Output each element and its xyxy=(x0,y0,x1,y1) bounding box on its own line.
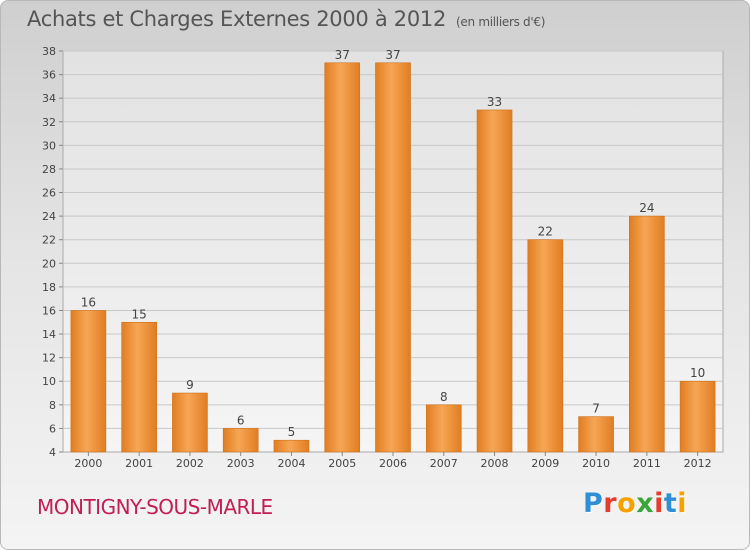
bar-value-label: 22 xyxy=(538,225,553,239)
x-tick-label: 2012 xyxy=(684,457,712,470)
x-tick-label: 2005 xyxy=(328,457,356,470)
x-tick-label: 2006 xyxy=(379,457,407,470)
y-tick-label: 34 xyxy=(42,92,56,105)
bar xyxy=(679,380,716,453)
bar xyxy=(222,428,259,453)
logo-letter: i xyxy=(654,488,664,519)
logo-letter: r xyxy=(603,488,618,519)
bar xyxy=(375,62,411,453)
x-axis-ticks: 2000 2001 2002 2003 2004 2005 2006 2007 2008 2009… xyxy=(74,452,712,470)
logo-letter: t xyxy=(663,488,678,519)
y-tick-label: 30 xyxy=(42,139,56,152)
y-tick-label: 4 xyxy=(49,446,56,459)
logo-letter: P xyxy=(583,488,604,519)
x-tick-label: 2007 xyxy=(430,457,458,470)
bar xyxy=(172,392,208,453)
bar xyxy=(121,321,157,453)
x-tick-label: 2002 xyxy=(176,457,204,470)
y-tick-label: 24 xyxy=(42,210,56,223)
y-tick-label: 10 xyxy=(42,375,56,388)
bar xyxy=(527,239,564,453)
proxiti-logo: Proxiti xyxy=(583,488,687,519)
x-tick-label: 2003 xyxy=(227,457,255,470)
chart-title: Achats et Charges Externes 2000 à 2012 (e… xyxy=(27,7,545,31)
x-tick-label: 2001 xyxy=(125,457,153,470)
y-tick-label: 6 xyxy=(49,422,56,435)
bar-value-label: 37 xyxy=(335,48,350,62)
bar-value-label: 5 xyxy=(288,425,296,439)
bar-value-label: 37 xyxy=(385,48,400,62)
y-tick-label: 18 xyxy=(42,281,56,294)
y-tick-label: 22 xyxy=(42,234,56,247)
x-tick-label: 2000 xyxy=(74,457,102,470)
bar-value-label: 33 xyxy=(487,95,502,109)
bar-value-label: 8 xyxy=(440,390,448,404)
bar xyxy=(70,310,107,453)
bar xyxy=(629,215,665,453)
town-name: MONTIGNY-SOUS-MARLE xyxy=(37,495,273,519)
bar xyxy=(476,109,513,453)
bar-value-label: 15 xyxy=(132,307,147,321)
bars: 16 15 9 6 5 37 37 8 33 22 7 24 10 xyxy=(70,48,716,453)
bar xyxy=(578,416,614,453)
bar-value-label: 24 xyxy=(639,201,654,215)
y-tick-label: 26 xyxy=(42,187,56,200)
y-tick-label: 12 xyxy=(42,352,56,365)
x-tick-label: 2008 xyxy=(481,457,509,470)
logo-letter: x xyxy=(636,488,655,519)
y-axis-ticks: 4 6 8 10 12 14 16 18 20 22 24 26 28 30 32 34 36 38 xyxy=(42,45,63,459)
y-tick-label: 20 xyxy=(42,257,56,270)
x-tick-label: 2010 xyxy=(582,457,610,470)
bar-value-label: 9 xyxy=(186,378,194,392)
bar-value-label: 7 xyxy=(592,402,600,416)
y-tick-label: 8 xyxy=(49,399,56,412)
bar xyxy=(324,62,361,453)
y-tick-label: 32 xyxy=(42,116,56,129)
x-tick-label: 2009 xyxy=(531,457,559,470)
chart-title-text: Achats et Charges Externes 2000 à 2012 xyxy=(27,7,447,31)
bar-value-label: 6 xyxy=(237,413,245,427)
bar xyxy=(425,404,462,453)
bar-value-label: 10 xyxy=(690,366,705,380)
y-tick-label: 14 xyxy=(42,328,56,341)
chart-subtitle: (en milliers d'€) xyxy=(456,15,546,29)
y-tick-label: 16 xyxy=(42,304,56,317)
logo-letter: i xyxy=(677,488,688,519)
logo-letter: o xyxy=(617,488,637,519)
bar xyxy=(273,439,310,453)
x-tick-label: 2004 xyxy=(277,457,305,470)
y-tick-label: 28 xyxy=(42,163,56,176)
y-tick-label: 38 xyxy=(42,45,56,58)
bar-value-label: 16 xyxy=(81,295,96,309)
y-tick-label: 36 xyxy=(42,69,56,82)
x-tick-label: 2011 xyxy=(633,457,661,470)
